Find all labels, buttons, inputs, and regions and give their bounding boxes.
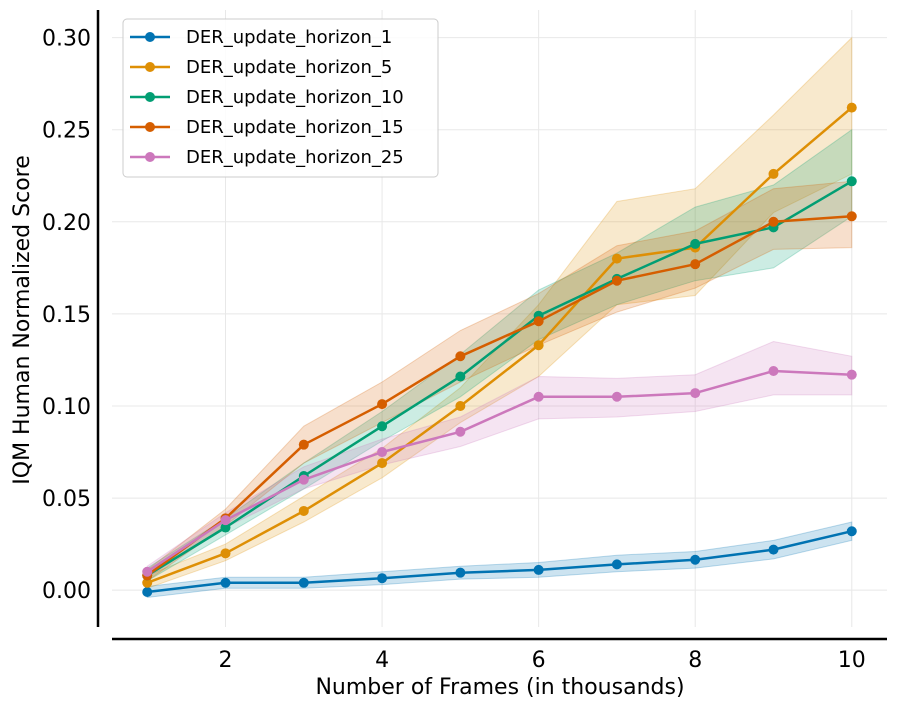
point-series-4-3 [377,447,388,458]
point-series-3-4 [455,351,466,362]
point-series-0-4 [455,567,466,578]
point-series-4-7 [690,388,701,399]
point-series-3-8 [768,216,779,227]
legend-label-1: DER_update_horizon_5 [186,57,392,78]
line-series-3 [146,215,852,577]
y-tick-label-1: 0.05 [42,487,91,512]
point-series-3-7 [690,259,701,270]
line-series-2 [146,180,853,577]
band-series-1 [146,36,853,590]
line-series-1 [146,106,853,584]
point-series-0-2 [298,577,309,588]
point-series-0-8 [768,544,779,555]
point-series-4-5 [533,391,544,402]
point-series-4-0 [142,566,153,577]
series-lines [142,102,857,598]
legend-label-2: DER_update_horizon_10 [186,87,404,108]
point-series-4-2 [298,474,309,485]
point-series-4-1 [220,515,231,526]
point-series-3-5 [533,316,544,327]
legend-marker-3 [145,122,155,132]
point-series-1-5 [533,340,544,351]
x-axis-title: Number of Frames (in thousands) [315,675,684,700]
legend-marker-1 [145,62,155,72]
x-tick-label-3: 8 [688,648,702,673]
point-series-2-1 [220,522,231,533]
legend-marker-4 [145,152,155,162]
legend-marker-0 [145,32,155,42]
point-series-1-1 [220,548,231,559]
confidence-bands [146,36,853,599]
point-series-1-8 [768,168,779,179]
axes: 2 4 6 8 10 0.00 0.05 0.10 0.15 0.20 0.25 0.30 [42,10,887,673]
x-tick-label-2: 6 [532,648,546,673]
line-series-0 [147,529,853,594]
point-series-0-7 [690,554,701,565]
point-series-2-9 [846,176,857,187]
y-tick-label-0: 0.00 [42,579,91,604]
legend-label-4: DER_update_horizon_25 [186,147,404,168]
x-tick-label-1: 4 [375,648,389,673]
point-series-0-5 [533,564,544,575]
band-series-0 [146,521,853,599]
band-series-3 [146,180,853,582]
y-tick-label-6: 0.30 [42,27,91,52]
point-series-1-0 [142,577,153,588]
y-tick-label-3: 0.15 [42,303,91,328]
point-series-0-0 [142,587,153,598]
point-series-1-4 [455,400,466,411]
point-series-3-3 [377,399,388,410]
point-series-2-3 [377,421,388,432]
y-tick-label-2: 0.10 [42,395,91,420]
point-series-1-3 [377,458,388,469]
point-series-0-3 [377,573,388,584]
point-series-1-2 [298,505,309,516]
point-series-3-2 [298,439,309,450]
point-series-2-4 [455,371,466,382]
x-tick-label-4: 10 [838,648,866,673]
point-series-0-1 [220,577,231,588]
point-series-0-6 [611,559,622,570]
y-axis-title: IQM Human Normalized Score [10,155,35,484]
legend-label-0: DER_update_horizon_1 [186,27,392,48]
point-series-2-7 [690,238,701,249]
point-series-4-9 [846,369,857,380]
point-series-1-9 [846,102,857,113]
point-series-4-6 [611,391,622,402]
band-series-4 [146,340,853,579]
point-series-3-6 [611,275,622,286]
y-tick-label-5: 0.25 [42,119,91,144]
y-tick-label-4: 0.20 [42,211,91,236]
point-series-4-4 [455,426,466,437]
line-series-4 [146,369,852,573]
x-tick-label-0: 2 [219,648,233,673]
point-series-1-6 [611,253,622,264]
legend: DER_update_horizon_1 DER_update_horizon_5… [122,18,439,178]
legend-label-3: DER_update_horizon_15 [186,117,404,138]
point-series-4-8 [768,365,779,376]
legend-box [122,18,439,178]
point-series-0-9 [846,526,857,537]
point-series-3-9 [846,211,857,222]
legend-marker-2 [145,92,155,102]
